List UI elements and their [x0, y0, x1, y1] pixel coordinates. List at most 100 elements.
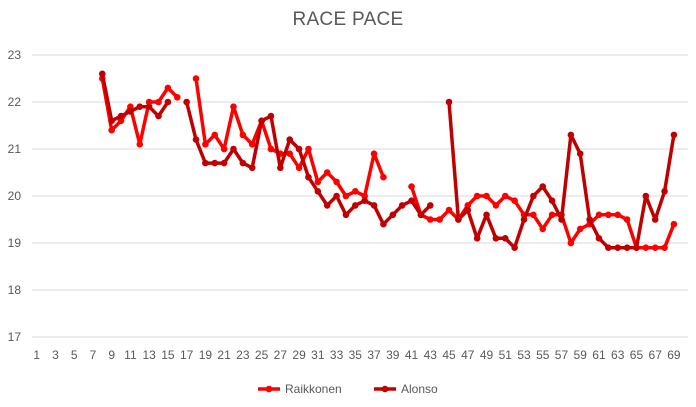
data-point-alonso [211, 159, 219, 167]
data-point-raikkonen [661, 244, 668, 251]
data-point-raikkonen [352, 188, 359, 195]
data-point-raikkonen [426, 216, 434, 223]
y-tick-label: 18 [8, 283, 22, 297]
data-point-raikkonen [670, 220, 678, 228]
x-tick-label: 43 [424, 348, 438, 362]
data-point-alonso [380, 220, 387, 228]
data-point-raikkonen [220, 145, 228, 153]
data-point-alonso [511, 244, 518, 251]
data-point-raikkonen [623, 216, 631, 223]
data-point-alonso [595, 235, 603, 242]
data-point-alonso [483, 211, 490, 219]
data-point-alonso [558, 216, 565, 223]
data-point-alonso [352, 202, 359, 209]
x-tick-label: 67 [649, 348, 663, 362]
series-line-alonso [447, 101, 676, 250]
data-point-alonso [445, 98, 453, 106]
x-tick-label: 29 [292, 348, 306, 362]
data-point-raikkonen [173, 94, 181, 101]
data-point-alonso [155, 112, 162, 120]
data-point-raikkonen [464, 202, 472, 209]
data-point-raikkonen [605, 211, 612, 219]
x-tick-label: 5 [71, 348, 78, 362]
x-tick-label: 17 [180, 348, 194, 362]
x-tick-label: 65 [630, 348, 644, 362]
y-tick-label: 19 [8, 236, 22, 250]
data-point-alonso [605, 244, 612, 251]
y-tick-label: 22 [8, 95, 22, 109]
data-point-alonso [623, 244, 631, 251]
data-point-raikkonen [492, 202, 500, 209]
data-point-alonso [230, 145, 237, 153]
data-point-alonso [661, 188, 668, 195]
legend-marker [265, 385, 273, 393]
data-point-raikkonen [567, 239, 575, 247]
data-point-alonso [333, 192, 340, 200]
data-point-raikkonen [370, 150, 378, 157]
data-point-raikkonen [651, 244, 659, 251]
legend-label: Alonso [401, 382, 438, 396]
data-point-raikkonen [117, 117, 125, 125]
data-point-alonso [464, 206, 472, 214]
data-point-alonso [473, 235, 481, 242]
legend-label: Raikkonen [285, 382, 342, 396]
x-tick-label: 47 [461, 348, 475, 362]
data-point-raikkonen [286, 150, 294, 157]
data-point-raikkonen [211, 131, 219, 139]
data-point-alonso [633, 244, 640, 251]
x-tick-label: 57 [555, 348, 569, 362]
x-tick-label: 11 [124, 348, 137, 362]
y-tick-label: 21 [8, 142, 22, 156]
data-point-alonso [408, 197, 415, 204]
data-point-alonso [220, 159, 228, 167]
data-point-raikkonen [511, 197, 518, 204]
data-point-raikkonen [445, 206, 453, 214]
data-point-alonso [417, 211, 425, 219]
data-point-raikkonen [108, 126, 115, 134]
data-point-alonso [539, 183, 547, 190]
data-point-raikkonen [230, 103, 237, 110]
data-point-alonso [267, 112, 275, 120]
data-point-alonso [586, 216, 593, 223]
x-tick-label: 41 [405, 348, 419, 362]
data-point-alonso [248, 164, 256, 172]
data-point-alonso [530, 192, 537, 200]
data-point-alonso [164, 98, 172, 106]
data-point-raikkonen [380, 173, 387, 181]
data-point-raikkonen [323, 169, 331, 176]
x-tick-label: 33 [330, 348, 344, 362]
data-point-raikkonen [436, 216, 443, 223]
y-tick-label: 23 [8, 48, 22, 62]
data-point-raikkonen [333, 178, 340, 186]
x-tick-label: 31 [311, 348, 325, 362]
x-tick-label: 9 [108, 348, 115, 362]
data-point-alonso [145, 103, 153, 110]
x-tick-label: 53 [517, 348, 531, 362]
data-point-alonso [426, 202, 434, 209]
data-point-raikkonen [164, 84, 172, 92]
x-tick-label: 55 [536, 348, 550, 362]
data-point-alonso [492, 235, 500, 242]
data-point-alonso [323, 202, 331, 209]
data-point-alonso [183, 98, 190, 106]
data-point-alonso [520, 216, 528, 223]
x-tick-label: 7 [90, 348, 97, 362]
x-tick-label: 45 [442, 348, 456, 362]
x-tick-label: 61 [592, 348, 606, 362]
x-tick-label: 51 [499, 348, 513, 362]
data-point-alonso [127, 108, 134, 115]
data-point-raikkonen [642, 244, 650, 251]
data-point-alonso [576, 150, 584, 157]
data-point-alonso [136, 103, 144, 110]
x-tick-label: 37 [367, 348, 381, 362]
x-tick-label: 15 [161, 348, 175, 362]
data-point-raikkonen [192, 75, 200, 82]
data-point-alonso [548, 197, 556, 204]
data-point-alonso [614, 244, 622, 251]
data-point-alonso [295, 145, 303, 153]
data-point-raikkonen [595, 211, 603, 219]
data-point-alonso [342, 211, 350, 219]
data-point-alonso [202, 159, 209, 167]
data-point-raikkonen [614, 211, 622, 219]
